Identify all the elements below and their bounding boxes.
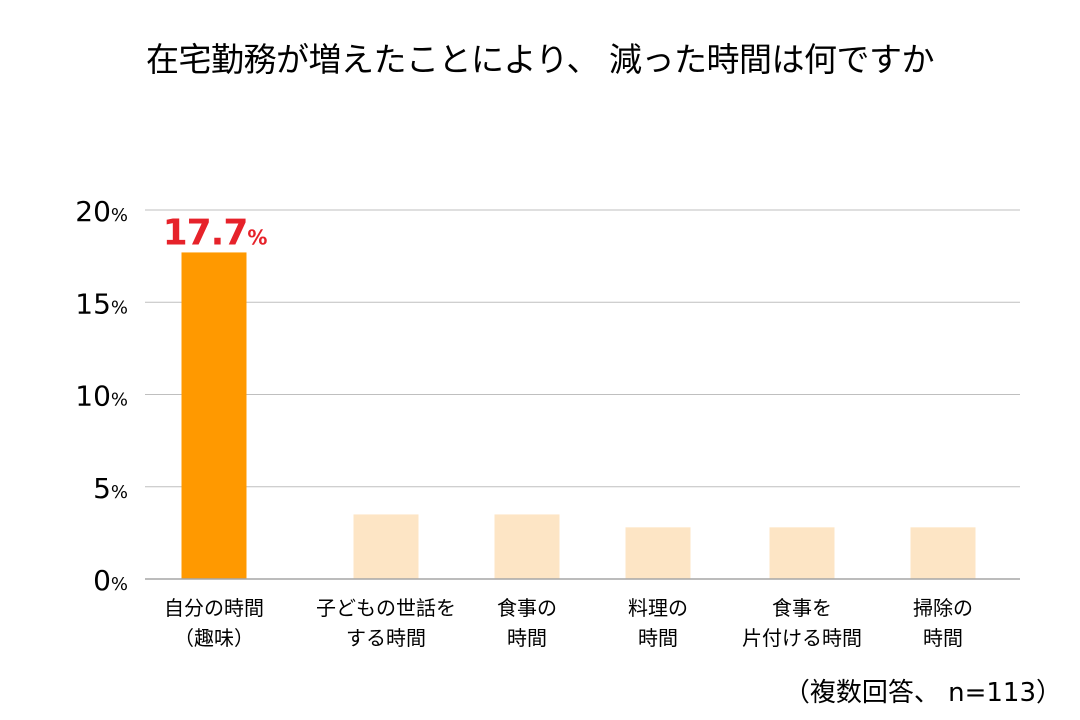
bar-6 bbox=[910, 527, 976, 579]
category-label: （趣味） bbox=[174, 626, 254, 650]
category-label: 時間 bbox=[923, 626, 963, 650]
y-tick-number: 20 bbox=[75, 195, 111, 228]
category-label: 掃除の bbox=[913, 596, 973, 620]
category-label: 時間 bbox=[507, 626, 547, 650]
gridlines bbox=[145, 209, 1020, 488]
bar-1 bbox=[181, 252, 247, 579]
y-tick-label: 0% bbox=[93, 564, 128, 597]
category-label: 片付ける時間 bbox=[742, 626, 862, 650]
y-tick-label: 15% bbox=[75, 287, 128, 320]
y-tick-number: 5 bbox=[93, 472, 111, 505]
category-label: する時間 bbox=[346, 626, 426, 650]
bar-4 bbox=[625, 527, 691, 579]
bar-3 bbox=[494, 514, 560, 579]
category-label: 子どもの世話を bbox=[316, 596, 456, 620]
category-label: 自分の時間 bbox=[164, 596, 264, 620]
bars bbox=[181, 252, 976, 579]
y-tick-label: 5% bbox=[93, 472, 128, 505]
y-tick-unit: % bbox=[111, 297, 128, 318]
y-tick-number: 0 bbox=[93, 564, 111, 597]
category-label: 食事を bbox=[772, 596, 832, 620]
data-label-number: 17.7 bbox=[163, 212, 248, 253]
sample-note: （複数回答、 n=113） bbox=[783, 678, 1062, 708]
y-tick-unit: % bbox=[111, 482, 128, 503]
data-label: 17.7% bbox=[163, 212, 268, 253]
category-label: 料理の bbox=[628, 596, 688, 620]
data-labels: 17.7% bbox=[163, 212, 268, 253]
y-tick-number: 10 bbox=[75, 380, 111, 413]
y-tick-unit: % bbox=[111, 205, 128, 226]
y-tick-unit: % bbox=[111, 574, 128, 595]
bar-5 bbox=[769, 527, 835, 579]
chart-title: 在宅勤務が増えたことにより、 減った時間は何ですか bbox=[145, 40, 935, 79]
data-label-unit: % bbox=[247, 225, 267, 249]
y-tick-label: 10% bbox=[75, 380, 128, 413]
bar-2 bbox=[353, 514, 419, 579]
category-label: 食事の bbox=[497, 596, 557, 620]
y-tick-labels: 0%5%10%15%20% bbox=[75, 195, 128, 597]
category-label: 時間 bbox=[638, 626, 678, 650]
y-tick-number: 15 bbox=[75, 287, 111, 320]
y-tick-unit: % bbox=[111, 390, 128, 411]
y-tick-label: 20% bbox=[75, 195, 128, 228]
